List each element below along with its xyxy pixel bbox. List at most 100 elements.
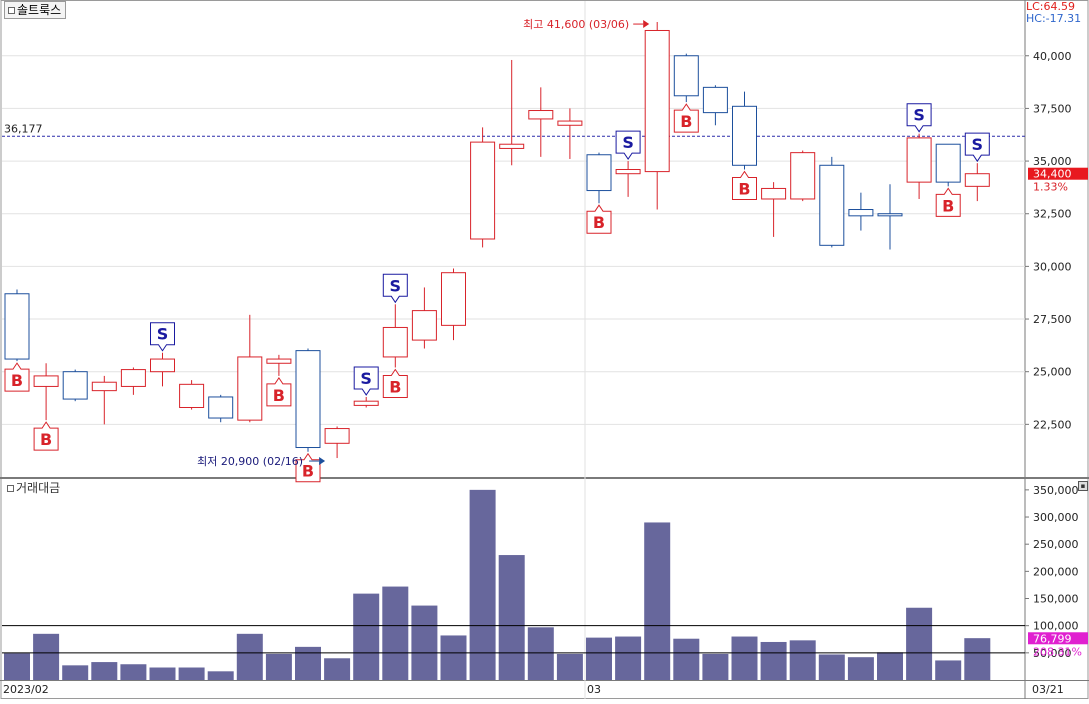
volume-bar[interactable] <box>411 605 438 680</box>
volume-bar[interactable] <box>440 635 467 680</box>
volume-bar[interactable] <box>877 652 903 680</box>
volume-bar[interactable] <box>847 657 874 680</box>
volume-bar[interactable] <box>178 667 205 680</box>
candle-body[interactable] <box>761 187 787 200</box>
sell-signal-marker[interactable] <box>382 273 408 304</box>
candle-body[interactable] <box>470 141 496 240</box>
stock-name: 솔트룩스 <box>17 3 62 17</box>
panel-toggle-icon[interactable] <box>8 7 15 14</box>
sell-signal-marker[interactable] <box>906 103 932 133</box>
volume-tick-label: 150,000 <box>1033 593 1079 606</box>
volume-bar[interactable] <box>120 664 147 680</box>
candle-body[interactable] <box>295 350 321 449</box>
candle-body[interactable] <box>528 110 554 120</box>
volume-bar[interactable] <box>818 654 845 680</box>
candle-body[interactable] <box>4 293 30 360</box>
candle-body[interactable] <box>673 55 699 97</box>
volume-bar[interactable] <box>731 636 758 680</box>
volume-bar[interactable] <box>498 555 525 680</box>
volume-bar[interactable] <box>644 522 671 680</box>
candle-body[interactable] <box>586 154 612 192</box>
candle-body[interactable] <box>120 369 146 387</box>
sell-signal-label: S <box>622 133 634 152</box>
current-price-tag <box>1028 167 1088 180</box>
volume-bar[interactable] <box>33 633 60 680</box>
candle-body[interactable] <box>208 396 234 419</box>
buy-signal-marker[interactable] <box>673 103 699 133</box>
volume-bar[interactable] <box>236 633 263 680</box>
volume-panel-title-text: 거래대금 <box>16 481 61 495</box>
volume-bar[interactable] <box>935 660 962 680</box>
volume-bar[interactable] <box>149 667 176 680</box>
volume-bar[interactable] <box>702 653 729 680</box>
volume-bar[interactable] <box>469 489 496 680</box>
buy-signal-marker[interactable] <box>33 421 59 451</box>
sell-signal-marker[interactable] <box>353 366 379 396</box>
volume-bar[interactable] <box>4 653 30 680</box>
volume-bar[interactable] <box>207 671 234 680</box>
candle-body[interactable] <box>324 428 350 444</box>
candle-body[interactable] <box>33 375 59 387</box>
candle-body[interactable] <box>935 143 961 183</box>
buy-signal-marker[interactable] <box>586 204 612 234</box>
volume-bar[interactable] <box>964 638 991 680</box>
volume-tick-label: 350,000 <box>1033 484 1079 497</box>
volume-bar[interactable] <box>615 636 642 680</box>
volume-bar[interactable] <box>265 653 292 680</box>
candle-body[interactable] <box>732 105 757 166</box>
panel-toggle-icon[interactable] <box>7 485 14 492</box>
candle-body[interactable] <box>411 310 437 341</box>
candle-body[interactable] <box>906 137 932 183</box>
stock-name-box[interactable]: 솔트룩스 <box>4 1 67 19</box>
candle-body[interactable] <box>91 381 117 392</box>
candle-body[interactable] <box>266 358 292 364</box>
candle-body[interactable] <box>62 371 88 400</box>
candle-body[interactable] <box>615 168 641 175</box>
volume-bar[interactable] <box>556 653 583 680</box>
sell-signal-marker[interactable] <box>615 130 641 160</box>
volume-bar[interactable] <box>353 593 380 680</box>
candle-body[interactable] <box>644 29 670 173</box>
close-icon[interactable]: ▪ <box>1078 481 1088 491</box>
candle-body[interactable] <box>499 143 525 149</box>
candle-body[interactable] <box>877 213 903 217</box>
candle-body[interactable] <box>557 120 583 126</box>
volume-bar[interactable] <box>789 640 816 680</box>
hc-indicator: HC:-17.31 <box>1026 12 1082 25</box>
candle-body[interactable] <box>790 152 816 200</box>
candle-body[interactable] <box>237 356 263 421</box>
sell-signal-marker[interactable] <box>150 322 175 352</box>
volume-bar[interactable] <box>906 607 933 680</box>
buy-signal-marker[interactable] <box>732 170 757 200</box>
candle-body[interactable] <box>150 358 175 373</box>
buy-signal-marker[interactable] <box>382 368 408 398</box>
volume-bar[interactable] <box>295 646 321 680</box>
sell-signal-marker[interactable] <box>964 132 990 163</box>
volume-bar[interactable] <box>91 662 118 680</box>
buy-signal-marker[interactable] <box>266 377 292 407</box>
candle-body[interactable] <box>702 86 728 114</box>
volume-bar[interactable] <box>324 658 351 680</box>
volume-bar[interactable] <box>586 637 612 680</box>
candle-body[interactable] <box>819 164 845 246</box>
volume-bar[interactable] <box>527 627 554 680</box>
candle-body[interactable] <box>848 209 874 217</box>
candle-body[interactable] <box>441 272 466 326</box>
volume-tick-label: 300,000 <box>1033 511 1079 524</box>
candle-body[interactable] <box>179 383 205 408</box>
buy-signal-label: B <box>11 371 23 390</box>
candle-body[interactable] <box>353 400 379 406</box>
candle-body[interactable] <box>964 173 990 187</box>
sell-signal-label: S <box>972 135 984 154</box>
buy-signal-label: B <box>942 196 954 215</box>
volume-bar[interactable] <box>382 586 409 680</box>
volume-bar[interactable] <box>760 641 787 680</box>
volume-bar[interactable] <box>673 638 700 680</box>
high-annotation: 최고 41,600 (03/06) <box>523 18 629 31</box>
buy-signal-marker[interactable] <box>935 187 961 217</box>
volume-bar[interactable] <box>62 665 89 680</box>
buy-signal-marker[interactable] <box>4 362 30 392</box>
candle-body[interactable] <box>382 326 408 358</box>
